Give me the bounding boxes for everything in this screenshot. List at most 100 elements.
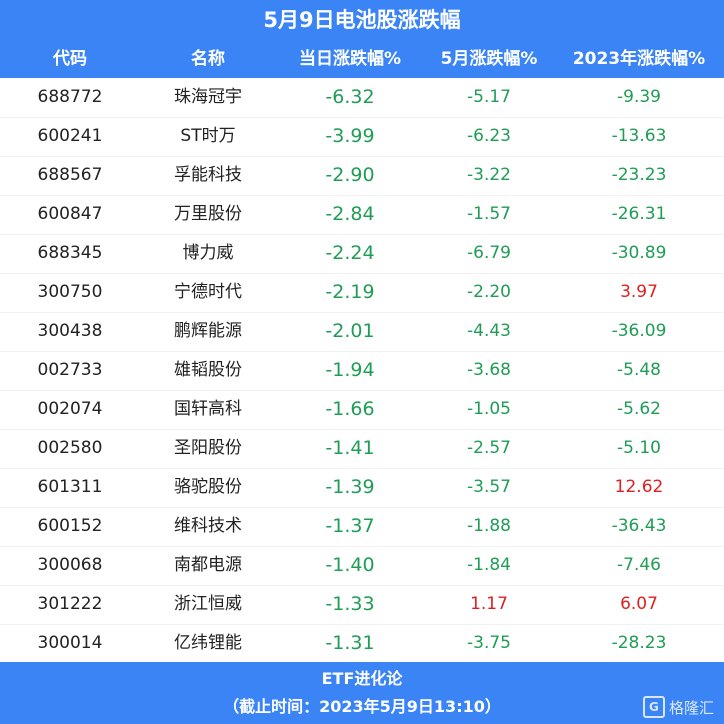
cell-name: 雄韬股份: [174, 360, 242, 380]
cell-today-change: -1.33: [325, 593, 375, 615]
cell-code: 688772: [37, 87, 103, 107]
cell-code: 301222: [37, 594, 103, 614]
table-row: 600847 万里股份 -2.84 -1.57 -26.31: [0, 195, 724, 235]
table-row: 688772 珠海冠宇 -6.32 -5.17 -9.39: [0, 78, 724, 118]
cell-name: 宁德时代: [174, 282, 242, 302]
cell-may-change: -1.84: [467, 555, 511, 575]
cell-code: 300014: [37, 633, 103, 653]
cell-today-change: -1.40: [325, 554, 375, 576]
cell-ytd-change: -5.62: [617, 399, 661, 419]
cell-may-change: -3.68: [467, 360, 511, 380]
cell-code: 601311: [37, 477, 103, 497]
cell-may-change: -6.79: [467, 243, 511, 263]
table-row: 301222 浙江恒威 -1.33 1.17 6.07: [0, 585, 724, 625]
cell-name: 万里股份: [174, 204, 242, 224]
cell-name: 博力威: [182, 243, 234, 263]
cell-code: 002580: [37, 438, 103, 458]
cell-may-change: -5.17: [467, 87, 511, 107]
cell-code: 300438: [37, 321, 103, 341]
cell-ytd-change: -23.23: [611, 165, 667, 185]
cell-may-change: -1.05: [467, 399, 511, 419]
column-header-name: 名称: [191, 49, 225, 69]
cell-today-change: -1.41: [325, 437, 375, 459]
table-row: 002580 圣阳股份 -1.41 -2.57 -5.10: [0, 429, 724, 469]
cell-name: 孚能科技: [174, 165, 242, 185]
cell-ytd-change: -26.31: [611, 204, 667, 224]
table-row: 300068 南都电源 -1.40 -1.84 -7.46: [0, 546, 724, 586]
cell-name: 南都电源: [174, 555, 242, 575]
table-row: 002733 雄韬股份 -1.94 -3.68 -5.48: [0, 351, 724, 391]
cutoff-time: （截止时间：2023年5月9日13:10）: [223, 697, 501, 716]
column-header-ytd: 2023年涨跌幅%: [572, 49, 706, 69]
cell-today-change: -1.37: [325, 515, 375, 537]
cell-may-change: -1.57: [467, 204, 511, 224]
cell-name: 圣阳股份: [174, 438, 242, 458]
cell-today-change: -3.99: [325, 125, 375, 147]
cell-name: 鹏辉能源: [174, 321, 242, 341]
table-row: 300750 宁德时代 -2.19 -2.20 3.97: [0, 273, 724, 313]
logo-icon: G: [642, 696, 665, 718]
cell-may-change: 1.17: [470, 594, 508, 614]
footer: ETF进化论 （截止时间：2023年5月9日13:10） G 格隆汇: [0, 662, 724, 724]
table-row: 601311 骆驼股份 -1.39 -3.57 12.62: [0, 468, 724, 508]
cell-may-change: -6.23: [467, 126, 511, 146]
cell-ytd-change: -30.89: [611, 243, 667, 263]
cell-ytd-change: 12.62: [614, 477, 664, 497]
logo-text: 格隆汇: [668, 698, 714, 717]
cell-today-change: -1.94: [325, 359, 375, 381]
cell-may-change: -2.20: [467, 282, 511, 302]
cell-may-change: -3.57: [467, 477, 511, 497]
cell-today-change: -6.32: [325, 86, 375, 108]
column-header-code: 代码: [53, 49, 87, 69]
cell-code: 600847: [37, 204, 103, 224]
table-row: 002074 国轩高科 -1.66 -1.05 -5.62: [0, 390, 724, 430]
page-title: 5月9日电池股涨跌幅: [263, 8, 461, 32]
cell-code: 002074: [37, 399, 103, 419]
cell-code: 300750: [37, 282, 103, 302]
cell-name: ST时万: [180, 126, 236, 146]
table-row: 300014 亿纬锂能 -1.31 -3.75 -28.23: [0, 624, 724, 664]
cell-today-change: -2.24: [325, 242, 375, 264]
cell-name: 国轩高科: [174, 399, 242, 419]
cell-name: 珠海冠宇: [174, 87, 242, 107]
cell-may-change: -3.22: [467, 165, 511, 185]
cell-today-change: -2.90: [325, 164, 375, 186]
column-header-may: 5月涨跌幅%: [440, 49, 538, 69]
source-label: ETF进化论: [321, 669, 403, 688]
cell-name: 浙江恒威: [174, 594, 242, 614]
cell-today-change: -1.39: [325, 476, 375, 498]
cell-ytd-change: -9.39: [617, 87, 661, 107]
cell-ytd-change: -5.48: [617, 360, 661, 380]
cell-may-change: -4.43: [467, 321, 511, 341]
cell-today-change: -1.31: [325, 632, 375, 654]
cell-name: 骆驼股份: [174, 477, 242, 497]
cell-today-change: -1.66: [325, 398, 375, 420]
cell-may-change: -1.88: [467, 516, 511, 536]
table-row: 600241 ST时万 -3.99 -6.23 -13.63: [0, 117, 724, 157]
table-header: 5月9日电池股涨跌幅 代码 名称 当日涨跌幅% 5月涨跌幅% 2023年涨跌幅%: [0, 0, 724, 78]
cell-ytd-change: -36.43: [611, 516, 667, 536]
cell-ytd-change: -5.10: [617, 438, 661, 458]
cell-may-change: -3.75: [467, 633, 511, 653]
cell-today-change: -2.01: [325, 320, 375, 342]
table-row: 688567 孚能科技 -2.90 -3.22 -23.23: [0, 156, 724, 196]
cell-today-change: -2.19: [325, 281, 375, 303]
cell-code: 600152: [37, 516, 103, 536]
cell-name: 亿纬锂能: [174, 633, 242, 653]
cell-code: 300068: [37, 555, 103, 575]
table-row: 688345 博力威 -2.24 -6.79 -30.89: [0, 234, 724, 274]
cell-ytd-change: -28.23: [611, 633, 667, 653]
cell-ytd-change: 6.07: [620, 594, 658, 614]
cell-ytd-change: -13.63: [611, 126, 667, 146]
brand-logo: G 格隆汇: [642, 696, 714, 718]
cell-code: 688345: [37, 243, 103, 263]
cell-name: 维科技术: [174, 516, 242, 536]
cell-ytd-change: 3.97: [620, 282, 658, 302]
cell-ytd-change: -7.46: [617, 555, 661, 575]
cell-code: 688567: [37, 165, 103, 185]
cell-code: 002733: [37, 360, 103, 380]
table-row: 300438 鹏辉能源 -2.01 -4.43 -36.09: [0, 312, 724, 352]
table-row: 600152 维科技术 -1.37 -1.88 -36.43: [0, 507, 724, 547]
cell-may-change: -2.57: [467, 438, 511, 458]
column-header-today: 当日涨跌幅%: [298, 49, 402, 69]
